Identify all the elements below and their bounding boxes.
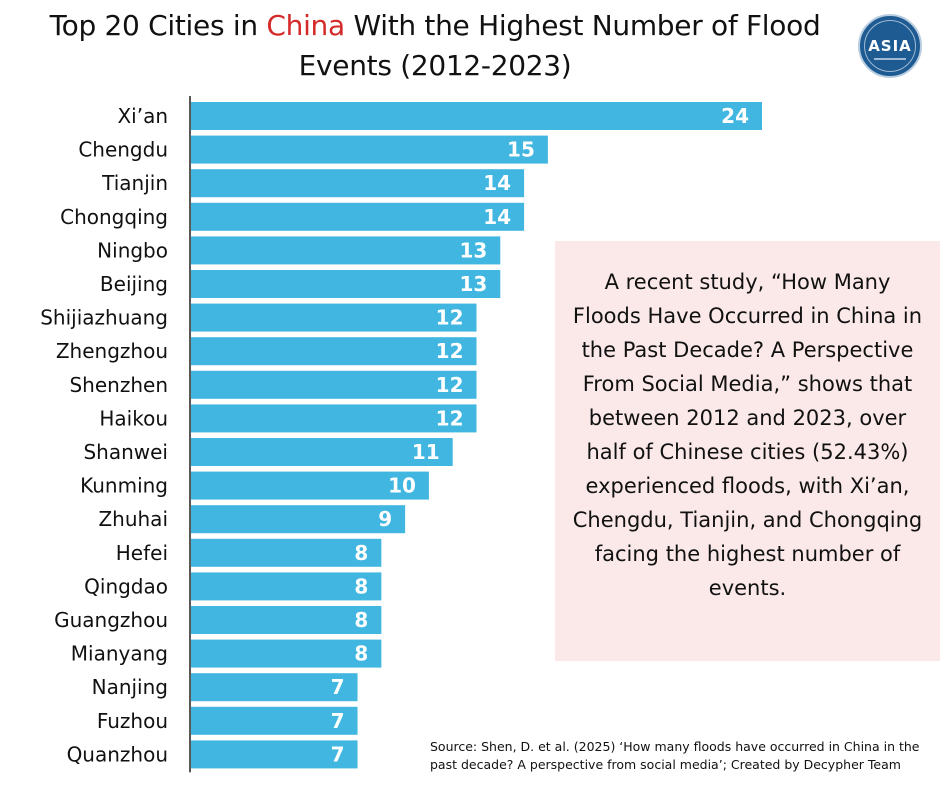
category-label: Xi’an [117,104,168,128]
category-label: Guangzhou [54,608,168,632]
bar [191,169,525,198]
bar [191,706,358,735]
bar-value-label: 13 [459,272,487,296]
bar-value-label: 12 [436,339,464,363]
category-label: Beijing [100,272,168,296]
source-note: Source: Shen, D. et al. (2025) ‘How many… [430,739,920,772]
bar [191,505,406,534]
title-highlight: China [266,9,345,42]
bar [191,202,525,231]
bar-value-label: 7 [331,709,345,733]
category-label: Zhengzhou [56,339,168,363]
bar-value-label: 8 [354,541,368,565]
bar-value-label: 14 [483,205,511,229]
logo-underline [874,58,906,60]
bar [191,337,477,366]
title-part-1: Top 20 Cities in [49,9,267,42]
category-label: Tianjin [101,171,168,195]
title-part-2: With the Highest Number of Flood Events … [298,9,821,82]
bar [191,673,358,702]
bar-value-label: 12 [436,306,464,330]
category-label: Haikou [99,406,168,430]
bar [191,270,501,298]
category-label: Kunming [80,474,168,498]
bar-value-label: 8 [354,642,368,666]
bar [191,538,382,567]
bar-value-label: 12 [436,373,464,397]
category-label: Shijiazhuang [40,306,168,330]
bar-value-label: 10 [388,474,416,498]
bar [191,438,453,466]
category-label: Fuzhou [97,709,168,733]
category-label: Chongqing [60,205,168,229]
category-label: Ningbo [97,238,168,262]
chart-title: Top 20 Cities in China With the Highest … [40,6,830,86]
bar-value-label: 8 [354,608,368,632]
category-label: Qingdao [84,574,168,598]
logo-text: ASIA [868,37,912,55]
bar-value-label: 14 [483,171,511,195]
bar-value-label: 11 [412,440,440,464]
category-label: Nanjing [92,675,168,699]
category-label: Shanwei [83,440,168,464]
category-label: Zhuhai [98,507,168,531]
category-label: Shenzhen [69,373,168,397]
bar-value-label: 9 [378,507,392,531]
bar-value-label: 24 [721,104,749,128]
bar [191,135,548,164]
bar [191,303,477,332]
bar-value-label: 12 [436,406,464,430]
bar [191,236,501,265]
bar [191,370,477,399]
category-label: Quanzhou [67,742,168,766]
bar [191,639,382,668]
bar-value-label: 7 [331,742,345,766]
study-callout: A recent study, “How Many Floods Have Oc… [555,241,940,661]
bar [191,471,429,500]
bar-value-label: 7 [331,675,345,699]
category-label: Chengdu [78,138,168,162]
callout-text: A recent study, “How Many Floods Have Oc… [572,270,923,600]
bar-value-label: 8 [354,574,368,598]
bar-value-label: 13 [459,238,487,262]
bar-value-label: 15 [507,138,535,162]
bar [191,740,358,769]
bar [191,404,477,433]
asia-logo: ASIA [858,14,922,78]
category-label: Mianyang [71,642,168,666]
logo-ring [864,20,916,72]
bar [191,572,382,601]
bar [191,102,762,130]
bar [191,606,382,634]
category-label: Hefei [116,541,168,565]
